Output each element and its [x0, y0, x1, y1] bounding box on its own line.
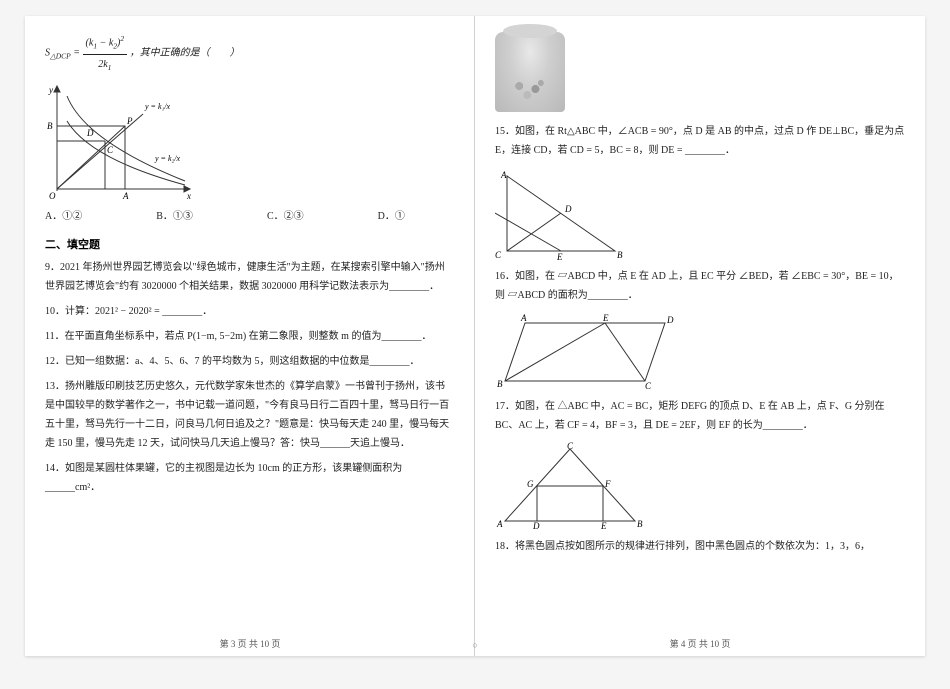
q15-figure: A C B D E [495, 166, 625, 261]
q14: 14．如图是某圆柱体果罐，它的主视图是边长为 10cm 的正方形，该果罐侧面积为… [45, 459, 454, 497]
q8-graph: y x O A B C D P y = k₁/x y = k₂/x [45, 81, 195, 201]
cylinder-jar-image [495, 32, 565, 112]
q17-B: B [637, 519, 643, 529]
axis-y-label: y [48, 85, 53, 95]
q17-G: G [527, 479, 534, 489]
q17-D: D [532, 521, 540, 531]
option-D: D．① [378, 207, 405, 226]
q16-A: A [520, 313, 527, 323]
q8-formula: S△DCP = (k1 − k2)2 2k1 ，其中正确的是（ ） [45, 32, 454, 75]
q13: 13．扬州雕版印刷技艺历史悠久，元代数学家朱世杰的《算学启蒙》一书曾刊于扬州，该… [45, 377, 454, 453]
q16-E: E [602, 313, 609, 323]
q8-options: A．①② B．①③ C．②③ D．① [45, 207, 405, 226]
section-2-title: 二、填空题 [45, 236, 454, 252]
q11: 11．在平面直角坐标系中，若点 P(1−m, 5−2m) 在第二象限，则整数 m… [45, 327, 454, 346]
q16: 16．如图，在 ▱ABCD 中，点 E 在 AD 上，且 EC 平分 ∠BED，… [495, 267, 905, 305]
pt-P: P [126, 116, 133, 126]
page-3-column: S△DCP = (k1 − k2)2 2k1 ，其中正确的是（ ） [25, 16, 475, 656]
q17-A: A [496, 519, 503, 529]
pt-D: D [86, 128, 94, 138]
q17-F: F [604, 479, 611, 489]
page-4-column: 15．如图，在 Rt△ABC 中，∠ACB = 90°，点 D 是 AB 的中点… [475, 16, 925, 656]
q16-D: D [666, 315, 674, 325]
q16-B: B [497, 379, 503, 389]
q17-C: C [567, 441, 574, 451]
origin-label: O [49, 191, 56, 201]
q9: 9．2021 年扬州世界园艺博览会以"绿色城市，健康生活"为主题，在某搜索引擎中… [45, 258, 454, 296]
q18: 18．将黑色圆点按如图所示的规律进行排列，图中黑色圆点的个数依次为：1，3，6， [495, 537, 905, 556]
q15-B: B [617, 250, 623, 260]
q16-C: C [645, 381, 652, 391]
q17-figure: C A B D E G F [495, 441, 645, 531]
option-A: A．①② [45, 207, 82, 226]
q15-A: A [500, 170, 507, 180]
q8-tail-text: ，其中正确的是（ ） [130, 48, 240, 59]
q15-E: E [556, 252, 563, 261]
q15-C: C [495, 250, 502, 260]
q17: 17．如图，在 △ABC 中，AC = BC，矩形 DEFG 的顶点 D、E 在… [495, 397, 905, 435]
page-3-footer: 第 3 页 共 10 页 [25, 637, 475, 650]
q12: 12．已知一组数据：a、4、5、6、7 的平均数为 5，则这组数据的中位数是__… [45, 352, 454, 371]
q15-D: D [564, 204, 572, 214]
pt-C: C [107, 145, 114, 155]
exam-paper: S△DCP = (k1 − k2)2 2k1 ，其中正确的是（ ） [25, 16, 925, 656]
q16-figure: A D B C E [495, 311, 685, 391]
pt-A: A [122, 191, 129, 201]
curve-k1-label: y = k₁/x [144, 102, 171, 111]
page-4-footer: 第 4 页 共 10 页 [475, 637, 925, 650]
q10: 10．计算：2021² − 2020² = ________． [45, 302, 454, 321]
curve-k2-label: y = k₂/x [154, 154, 181, 163]
q17-E: E [600, 521, 607, 531]
axis-x-label: x [186, 191, 191, 201]
pt-B: B [47, 121, 53, 131]
option-B: B．①③ [156, 207, 193, 226]
q15: 15．如图，在 Rt△ABC 中，∠ACB = 90°，点 D 是 AB 的中点… [495, 122, 905, 160]
option-C: C．②③ [267, 207, 304, 226]
